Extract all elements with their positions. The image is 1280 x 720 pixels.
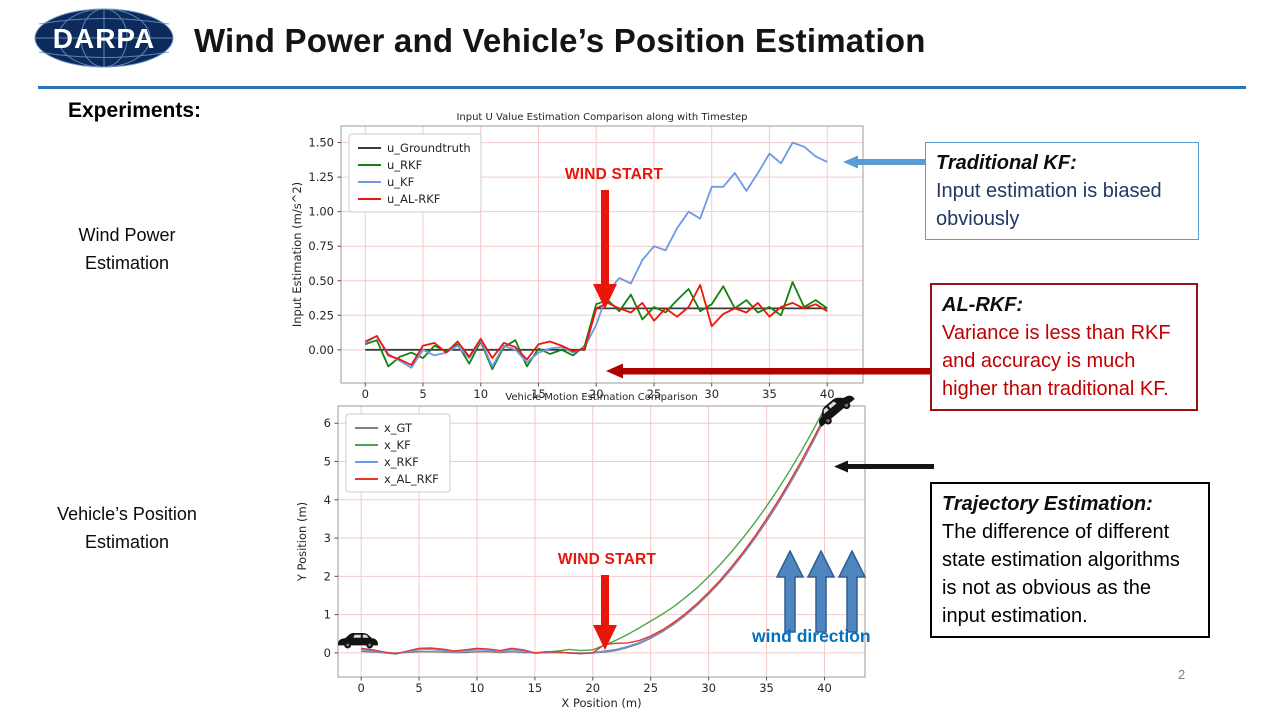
- svg-text:40: 40: [820, 387, 835, 401]
- svg-text:u_Groundtruth: u_Groundtruth: [387, 141, 471, 155]
- svg-text:10: 10: [473, 387, 488, 401]
- callout-traditional-kf-body: Input estimation is biased obviously: [936, 180, 1162, 230]
- page-title: Wind Power and Vehicle’s Position Estima…: [194, 22, 926, 59]
- wind-power-chart: 0 5 10 15 20 25 30 35 40 0.00 0.25 0.50 0.75 1.00 1.25…: [290, 112, 864, 401]
- header-divider: [38, 86, 1246, 89]
- callout-arrow-blue-icon: [843, 155, 929, 169]
- experiments-heading: Experiments:: [68, 99, 202, 122]
- svg-text:20: 20: [589, 387, 604, 401]
- svg-text:0.50: 0.50: [308, 274, 334, 288]
- svg-text:0: 0: [362, 387, 369, 401]
- axis-ticks: 0 5 10 15 20 25 30 35 40 0.00 0.25 0.50 0.75 1.00 1.25…: [308, 136, 834, 401]
- callout-al-rkf-body: Variance is less than RKF and accuracy i…: [942, 322, 1171, 400]
- callout-trajectory-title: Trajectory Estimation:: [942, 493, 1153, 515]
- svg-text:35: 35: [762, 387, 777, 401]
- wind-start-arrow-top-icon: [593, 190, 617, 309]
- wind-start-arrow-bottom-icon: [593, 575, 617, 650]
- x-axis-label: X Position (m): [561, 696, 641, 710]
- svg-text:0: 0: [324, 646, 331, 660]
- callout-arrow-dark-red-icon: [606, 363, 930, 379]
- car-end-icon: [818, 395, 855, 427]
- svg-text:0.00: 0.00: [308, 343, 334, 357]
- svg-text:x_KF: x_KF: [384, 438, 411, 452]
- svg-text:1.25: 1.25: [308, 170, 334, 184]
- svg-text:30: 30: [701, 681, 716, 695]
- callout-traditional-kf-title: Traditional KF:: [936, 152, 1077, 174]
- y-axis-label: Input Estimation (m/s^2): [290, 182, 304, 327]
- wind-direction-arrows-icon: [775, 550, 867, 633]
- svg-text:20: 20: [585, 681, 600, 695]
- svg-text:25: 25: [647, 387, 662, 401]
- darpa-logo-text: DARPA: [53, 23, 155, 54]
- plot-border: [340, 125, 864, 384]
- axis-ticks: 0 5 10 15 20 25 30 35 40 0 1 2 3 4 5 6: [324, 416, 832, 695]
- svg-text:x_RKF: x_RKF: [384, 455, 419, 469]
- callout-arrow-black-icon: [834, 460, 934, 473]
- wind-start-label-top: WIND START: [564, 166, 664, 183]
- svg-text:u_AL-RKF: u_AL-RKF: [387, 192, 440, 206]
- car-start-icon: [338, 632, 378, 649]
- y-axis-label: Y Position (m): [295, 502, 309, 582]
- series-x_AL_RKF: [361, 416, 826, 655]
- callout-trajectory-estimation: Trajectory Estimation: The difference of…: [930, 482, 1210, 638]
- svg-text:30: 30: [704, 387, 719, 401]
- svg-text:1: 1: [324, 608, 331, 622]
- svg-text:5: 5: [415, 681, 422, 695]
- svg-text:2: 2: [324, 569, 331, 583]
- wind-start-label-bottom: WIND START: [557, 551, 657, 568]
- svg-text:35: 35: [759, 681, 774, 695]
- callout-traditional-kf: Traditional KF: Input estimation is bias…: [925, 142, 1199, 240]
- darpa-logo: DARPA: [34, 8, 174, 68]
- svg-text:40: 40: [817, 681, 832, 695]
- svg-text:6: 6: [324, 416, 331, 430]
- svg-text:x_AL_RKF: x_AL_RKF: [384, 472, 439, 486]
- row-label-wind-power: Wind Power Estimation: [78, 225, 176, 273]
- legend: u_Groundtruth u_RKF u_KF u_AL-RKF: [348, 133, 482, 213]
- svg-text:1.50: 1.50: [308, 136, 334, 150]
- svg-text:0: 0: [358, 681, 365, 695]
- row-label-vehicle-position: Vehicle’s Position Estimation: [57, 504, 197, 552]
- globe-grid-icon: [34, 8, 174, 68]
- series-u_KF: [364, 141, 828, 369]
- svg-text:u_RKF: u_RKF: [387, 158, 422, 172]
- svg-text:3: 3: [324, 531, 331, 545]
- chart-title: Vehicle Motion Estimation Comparison: [505, 392, 697, 403]
- page-number: 2: [1178, 667, 1186, 682]
- svg-text:u_KF: u_KF: [387, 175, 414, 189]
- chart-title: Input U Value Estimation Comparison alon…: [456, 112, 747, 123]
- svg-text:25: 25: [643, 681, 658, 695]
- svg-text:x_GT: x_GT: [384, 421, 413, 435]
- plot-border: [337, 405, 866, 678]
- callout-al-rkf-title: AL-RKF:: [942, 294, 1024, 316]
- callout-al-rkf: AL-RKF: Variance is less than RKF and ac…: [930, 283, 1198, 411]
- svg-text:10: 10: [470, 681, 485, 695]
- svg-text:5: 5: [324, 455, 331, 469]
- svg-text:5: 5: [419, 387, 426, 401]
- svg-text:15: 15: [531, 387, 546, 401]
- series-u_AL-RKF: [364, 283, 828, 366]
- legend: x_GT x_KF x_RKF x_AL_RKF: [345, 413, 451, 493]
- svg-text:4: 4: [324, 493, 331, 507]
- svg-text:0.75: 0.75: [308, 239, 334, 253]
- svg-text:0.25: 0.25: [308, 308, 334, 322]
- svg-text:15: 15: [528, 681, 543, 695]
- wind-direction-label: wind direction: [752, 626, 871, 646]
- svg-text:1.00: 1.00: [308, 205, 334, 219]
- callout-trajectory-body: The difference of different state estima…: [942, 521, 1180, 627]
